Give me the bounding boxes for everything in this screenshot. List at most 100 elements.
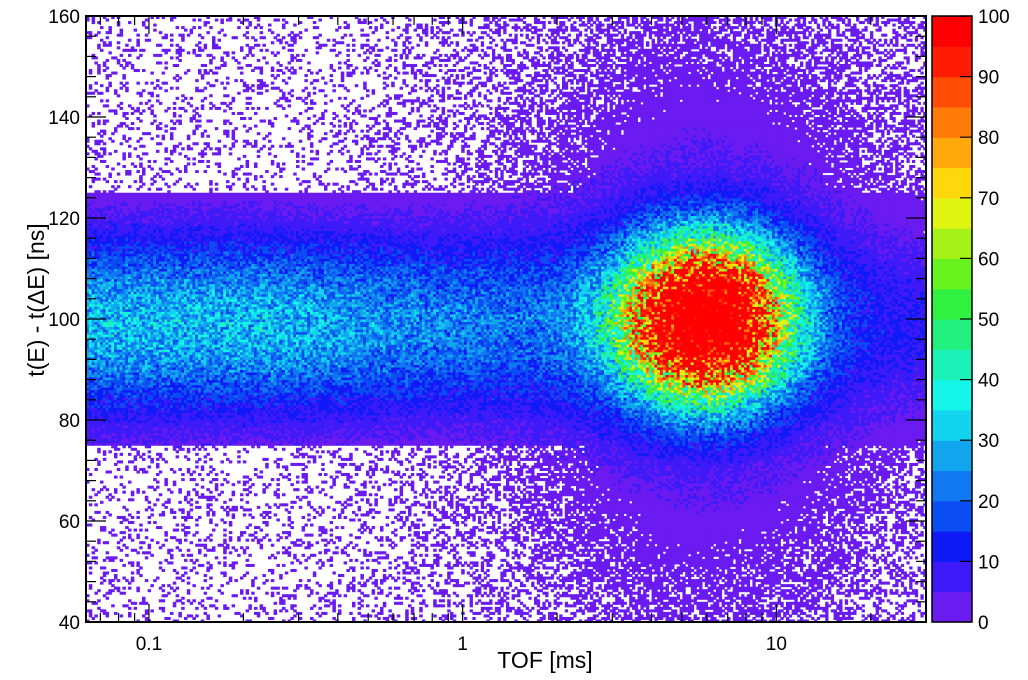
heatmap-cell xyxy=(97,448,101,451)
heatmap-cell xyxy=(103,579,107,582)
heatmap-cell xyxy=(94,503,98,506)
heatmap-cell xyxy=(120,460,124,463)
heatmap-cell xyxy=(145,609,149,612)
heatmap-cell xyxy=(114,569,118,572)
heatmap-cell xyxy=(106,180,110,183)
heatmap-cell xyxy=(120,180,124,183)
heatmap-cell xyxy=(100,26,104,29)
heatmap-cell xyxy=(106,612,110,615)
heatmap-cell xyxy=(142,541,146,544)
heatmap-cell xyxy=(103,516,107,519)
heatmap-cell xyxy=(134,165,138,168)
heatmap-cell xyxy=(122,531,126,534)
heatmap-cell xyxy=(108,26,112,29)
heatmap-cell xyxy=(136,551,140,554)
heatmap-cell xyxy=(145,579,149,582)
heatmap-cell xyxy=(134,147,138,150)
heatmap-cell xyxy=(128,587,132,590)
heatmap-cell xyxy=(97,178,101,181)
heatmap-cell xyxy=(142,109,146,112)
heatmap-cell xyxy=(89,566,93,569)
heatmap-cell xyxy=(139,566,143,569)
heatmap-cell xyxy=(131,577,135,580)
heatmap-cell xyxy=(125,44,129,47)
heatmap-cell xyxy=(114,612,118,615)
heatmap-cell xyxy=(117,46,121,49)
heatmap-cell xyxy=(100,92,104,95)
heatmap-cell xyxy=(128,607,132,610)
heatmap-cell xyxy=(89,503,93,506)
heatmap-cell xyxy=(100,481,104,484)
heatmap-cell xyxy=(97,44,101,47)
heatmap-cell xyxy=(117,185,121,188)
heatmap-cell xyxy=(108,450,112,453)
heatmap-cell xyxy=(114,89,118,92)
heatmap-cell xyxy=(106,67,110,70)
heatmap-cell xyxy=(136,511,140,514)
heatmap-cell xyxy=(145,602,149,605)
heatmap-cell xyxy=(134,529,138,532)
heatmap-cell xyxy=(139,162,143,165)
heatmap-cell xyxy=(128,534,132,537)
heatmap-cell xyxy=(122,165,126,168)
heatmap-cell xyxy=(111,168,115,171)
heatmap-cell xyxy=(131,521,135,524)
heatmap-cell xyxy=(136,82,140,85)
heatmap-cell xyxy=(97,539,101,542)
heatmap-cell xyxy=(136,587,140,590)
heatmap-cell xyxy=(97,511,101,514)
heatmap-cell xyxy=(94,556,98,559)
heatmap-cell xyxy=(111,140,115,143)
heatmap-cell xyxy=(125,117,129,120)
heatmap-cell xyxy=(92,488,96,491)
heatmap-cell xyxy=(128,39,132,42)
heatmap-cell xyxy=(106,541,110,544)
heatmap-cell xyxy=(142,491,146,494)
heatmap-cell xyxy=(128,170,132,173)
heatmap-cell xyxy=(97,589,101,592)
heatmap-cell xyxy=(122,587,126,590)
heatmap-cell xyxy=(103,458,107,461)
heatmap-cell xyxy=(134,602,138,605)
heatmap-cell xyxy=(134,180,138,183)
heatmap-cell xyxy=(145,529,149,532)
heatmap-cell xyxy=(136,107,140,110)
heatmap-cell xyxy=(128,481,132,484)
heatmap-cell xyxy=(97,112,101,115)
heatmap-cell xyxy=(122,564,126,567)
heatmap-cell xyxy=(106,572,110,575)
heatmap-cell xyxy=(145,556,149,559)
heatmap-cell xyxy=(128,21,132,24)
heatmap-cell xyxy=(117,468,121,471)
heatmap-cell xyxy=(117,162,121,165)
heatmap-cell xyxy=(108,513,112,516)
heatmap-cell xyxy=(136,534,140,537)
heatmap-cell xyxy=(128,453,132,456)
heatmap-cell xyxy=(89,31,93,34)
heatmap-cell xyxy=(122,74,126,77)
heatmap-cell xyxy=(122,152,126,155)
heatmap-cell xyxy=(114,109,118,112)
heatmap-cell xyxy=(114,488,118,491)
heatmap-cell xyxy=(114,556,118,559)
heatmap-cell xyxy=(134,29,138,32)
heatmap-cell xyxy=(134,607,138,610)
heatmap-cell xyxy=(103,526,107,529)
heatmap-cell xyxy=(94,82,98,85)
heatmap-cell xyxy=(142,49,146,52)
heatmap-cell xyxy=(100,501,104,504)
heatmap-cell xyxy=(131,539,135,542)
heatmap-cell xyxy=(89,84,93,87)
heatmap-cell xyxy=(131,572,135,575)
heatmap-cell xyxy=(125,112,129,115)
heatmap-cell xyxy=(117,59,121,62)
heatmap-cell xyxy=(142,168,146,171)
heatmap-cell xyxy=(89,473,93,476)
heatmap-cell xyxy=(97,460,101,463)
heatmap-cell xyxy=(128,529,132,532)
heatmap-cell xyxy=(139,120,143,123)
heatmap-cell xyxy=(117,448,121,451)
heatmap-cell xyxy=(134,49,138,52)
heatmap-cell xyxy=(142,69,146,72)
